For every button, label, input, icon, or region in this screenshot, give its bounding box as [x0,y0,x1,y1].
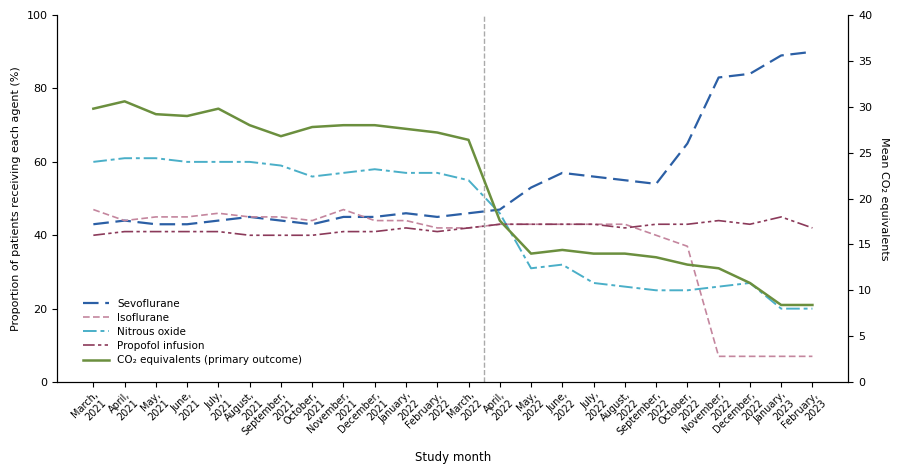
X-axis label: Study month: Study month [415,451,491,464]
Legend: Sevoflurane, Isoflurane, Nitrous oxide, Propofol infusion, CO₂ equivalents (prim: Sevoflurane, Isoflurane, Nitrous oxide, … [78,294,306,370]
Y-axis label: Mean CO₂ equivalents: Mean CO₂ equivalents [879,137,889,260]
Y-axis label: Proportion of patients receiving each agent (%): Proportion of patients receiving each ag… [11,66,21,331]
